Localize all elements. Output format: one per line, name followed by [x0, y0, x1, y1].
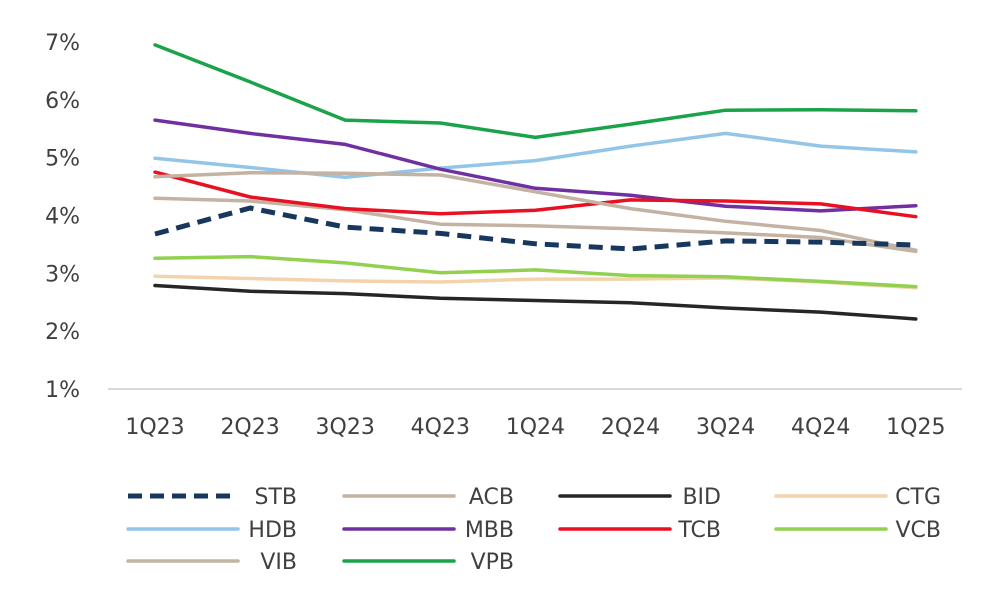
series-line-bid: [153, 283, 918, 321]
y-tick-label: 7%: [45, 31, 80, 56]
legend-label: MBB: [465, 518, 514, 543]
series-line-mbb: [153, 118, 918, 213]
legend-label: ACB: [469, 485, 514, 510]
y-tick-label: 4%: [45, 205, 80, 230]
legend-item-vcb: VCB: [774, 518, 941, 543]
legend-item-acb: ACB: [342, 485, 514, 510]
x-tick-label: 1Q25: [886, 415, 945, 440]
x-tick-label: 2Q23: [220, 415, 279, 440]
legend-item-bid: BID: [558, 485, 721, 510]
series-line-vpb: [153, 43, 918, 140]
y-tick-label: 1%: [45, 378, 80, 403]
x-tick-label: 1Q24: [506, 415, 565, 440]
series-line-vib: [153, 170, 918, 252]
x-tick-label: 4Q23: [411, 415, 470, 440]
x-tick-label: 3Q23: [316, 415, 375, 440]
series-lines: [153, 43, 918, 321]
x-tick-label: 3Q24: [696, 415, 755, 440]
series-line-vcb: [153, 254, 918, 289]
x-tick-label: 1Q23: [125, 415, 184, 440]
legend-label: VPB: [471, 550, 514, 575]
legend-label: VIB: [260, 550, 297, 575]
y-tick-label: 5%: [45, 147, 80, 172]
legend-label: CTG: [895, 485, 941, 510]
x-tick-label: 2Q24: [601, 415, 660, 440]
series-line-hdb: [153, 131, 918, 180]
legend-label: BID: [682, 485, 721, 510]
y-tick-label: 3%: [45, 262, 80, 287]
legend-item-vpb: VPB: [342, 550, 514, 575]
legend-label: VCB: [895, 518, 941, 543]
x-tick-label: 4Q24: [791, 415, 850, 440]
legend-item-ctg: CTG: [774, 485, 941, 510]
series-line-stb: [154, 205, 916, 252]
legend-item-vib: VIB: [126, 550, 297, 575]
legend-label: STB: [255, 485, 298, 510]
y-tick-label: 6%: [45, 89, 80, 114]
y-axis-tick-labels: 1% 2% 3% 4% 5% 6% 7%: [45, 31, 80, 403]
series-line-acb: [153, 196, 918, 254]
x-axis-tick-labels: 1Q23 2Q23 3Q23 4Q23 1Q24 2Q24 3Q24 4Q24 1Q25: [125, 415, 945, 440]
legend: STB ACB BID CTG HDB MBB TCB VCB VIB VPB: [126, 485, 941, 575]
legend-label: TCB: [677, 518, 721, 543]
legend-item-mbb: MBB: [342, 518, 514, 543]
legend-item-stb: STB: [128, 485, 297, 510]
legend-label: HDB: [248, 518, 297, 543]
y-tick-label: 2%: [45, 320, 80, 345]
legend-item-tcb: TCB: [558, 518, 721, 543]
series-line-tcb: [153, 170, 918, 219]
legend-item-hdb: HDB: [126, 518, 297, 543]
